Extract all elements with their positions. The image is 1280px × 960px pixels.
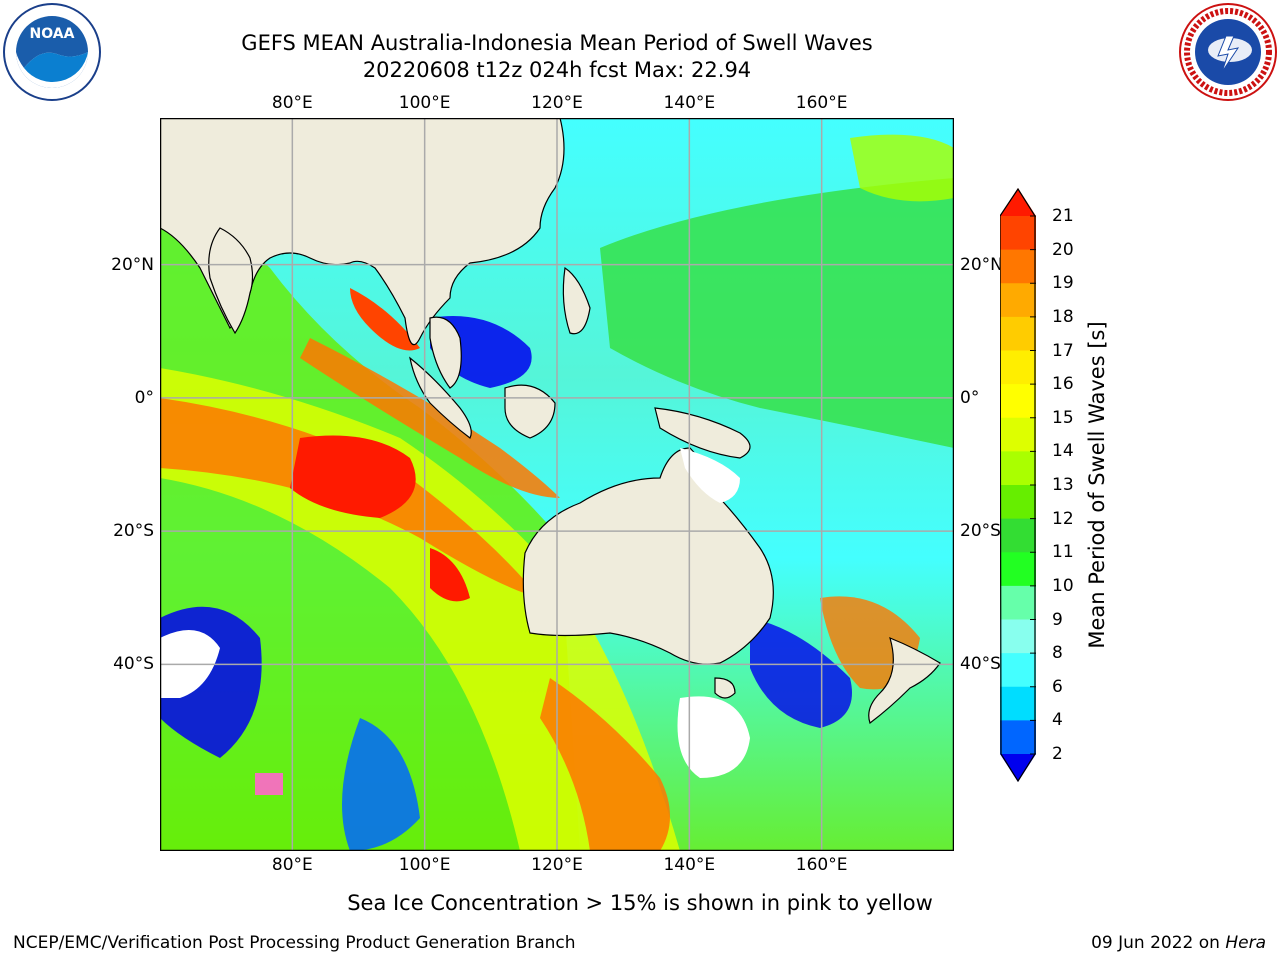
lon-top-label-2: 120°E: [531, 93, 583, 113]
lon-top-label-4: 160°E: [795, 93, 848, 113]
noaa-logo-icon: NOAA: [3, 3, 101, 101]
lat-right-label-2: 20°S: [960, 521, 1001, 542]
colorbar-tick-17: 17: [1052, 340, 1074, 361]
lon-bottom-label-3: 140°E: [663, 855, 716, 875]
land-india: [208, 227, 254, 335]
lat-right-label-0: 20°N: [960, 254, 1003, 275]
footer-date-text: 09 Jun 2022 on: [1091, 933, 1226, 953]
colorbar-tick-15: 15: [1052, 407, 1074, 428]
lat-left-label-0: 20°N: [111, 254, 154, 275]
colorbar-segment-3: [1000, 316, 1036, 351]
nws-logo-icon: [1179, 3, 1277, 101]
colorbar-tick-16: 16: [1052, 374, 1074, 395]
masked-south-white: [677, 696, 750, 778]
map-title: GEFS MEAN Australia-Indonesia Mean Perio…: [241, 31, 873, 55]
map-subtitle: 20220608 t12z 024h fcst Max: 22.94: [362, 58, 752, 82]
footer-branch: NCEP/EMC/Verification Post Processing Pr…: [13, 933, 576, 953]
masked-north-australia-white: [680, 448, 740, 503]
colorbar-top-extend: [1000, 188, 1036, 216]
colorbar-bottom-extend: [1000, 754, 1036, 782]
land-tasmania: [714, 677, 736, 699]
lat-left-label-2: 20°S: [113, 521, 154, 542]
lon-bottom-label-2: 120°E: [531, 855, 583, 875]
pacific-green-field: [600, 178, 954, 448]
land-philippines: [562, 266, 591, 335]
lat-right-label-1: 0°: [960, 387, 980, 408]
lon-top-label-1: 100°E: [398, 93, 451, 113]
land-australia: [522, 447, 774, 665]
sea-ice-note: Sea Ice Concentration > 15% is shown in …: [347, 891, 933, 915]
footer-host: Hera: [1225, 933, 1266, 953]
colorbar-segment-9: [1000, 518, 1036, 553]
gridlines: [160, 118, 954, 851]
lat-right-label-3: 40°S: [960, 654, 1001, 675]
colorbar-segment-7: [1000, 451, 1036, 486]
colorbar-label: Mean Period of Swell Waves [s]: [1085, 321, 1109, 649]
lon-bottom-label-0: 80°E: [271, 855, 313, 875]
colorbar-tick-8: 8: [1052, 643, 1063, 664]
colorbar-segment-8: [1000, 485, 1036, 520]
colorbar: [1000, 188, 1036, 782]
colorbar-segment-6: [1000, 417, 1036, 452]
colorbar-tick-19: 19: [1052, 273, 1074, 294]
lon-top-label-3: 140°E: [663, 93, 716, 113]
land-new-guinea: [654, 407, 751, 459]
colorbar-segment-10: [1000, 552, 1036, 587]
lon-bottom-label-1: 100°E: [398, 855, 451, 875]
colorbar-tick-21: 21: [1052, 206, 1074, 226]
west-red-patch: [430, 548, 470, 602]
svg-text:NOAA: NOAA: [30, 26, 75, 42]
colorbar-tick-9: 9: [1052, 609, 1063, 630]
colorbar-segment-0: [1000, 216, 1036, 251]
tasman-blue-ring: [750, 618, 852, 728]
sumatra-band: [300, 338, 560, 498]
colorbar-tick-2: 2: [1052, 744, 1063, 764]
colorbar-tick-14: 14: [1052, 441, 1074, 462]
pacific-yellow-patch: [850, 134, 954, 202]
colorbar-tick-20: 20: [1052, 239, 1074, 260]
colorbar-segment-12: [1000, 619, 1036, 654]
colorbar-tick-12: 12: [1052, 508, 1074, 529]
colorbar-segment-2: [1000, 283, 1036, 318]
colorbar-segment-14: [1000, 686, 1036, 721]
lon-bottom-label-4: 160°E: [795, 855, 848, 875]
south-central-blue: [342, 718, 420, 851]
map-frame: [160, 118, 954, 851]
colorbar-segment-15: [1000, 720, 1036, 755]
colorbar-tick-10: 10: [1052, 575, 1074, 596]
bay-bengal-red: [350, 288, 420, 351]
footer-date: 09 Jun 2022 on Hera: [1091, 933, 1266, 953]
lat-left-label-3: 40°S: [113, 654, 154, 675]
colorbar-tick-6: 6: [1052, 676, 1063, 697]
map-plot: [160, 118, 954, 851]
colorbar-tick-18: 18: [1052, 306, 1074, 327]
colorbar-segment-11: [1000, 585, 1036, 620]
lat-left-label-1: 0°: [134, 387, 154, 408]
land-indochina: [429, 316, 462, 389]
colorbar-segment-4: [1000, 350, 1036, 385]
colorbar-tick-13: 13: [1052, 475, 1074, 495]
colorbar-segment-1: [1000, 249, 1036, 284]
colorbar-tick-4: 4: [1052, 710, 1063, 731]
indian-red-core: [290, 435, 416, 518]
south-australia-orange: [540, 678, 670, 851]
colorbar-segment-13: [1000, 653, 1036, 688]
sea-ice-patch: [255, 773, 283, 795]
lon-top-label-0: 80°E: [271, 93, 313, 113]
colorbar-tick-11: 11: [1052, 542, 1074, 563]
colorbar-segment-5: [1000, 384, 1036, 419]
land-new-zealand: [868, 636, 941, 724]
